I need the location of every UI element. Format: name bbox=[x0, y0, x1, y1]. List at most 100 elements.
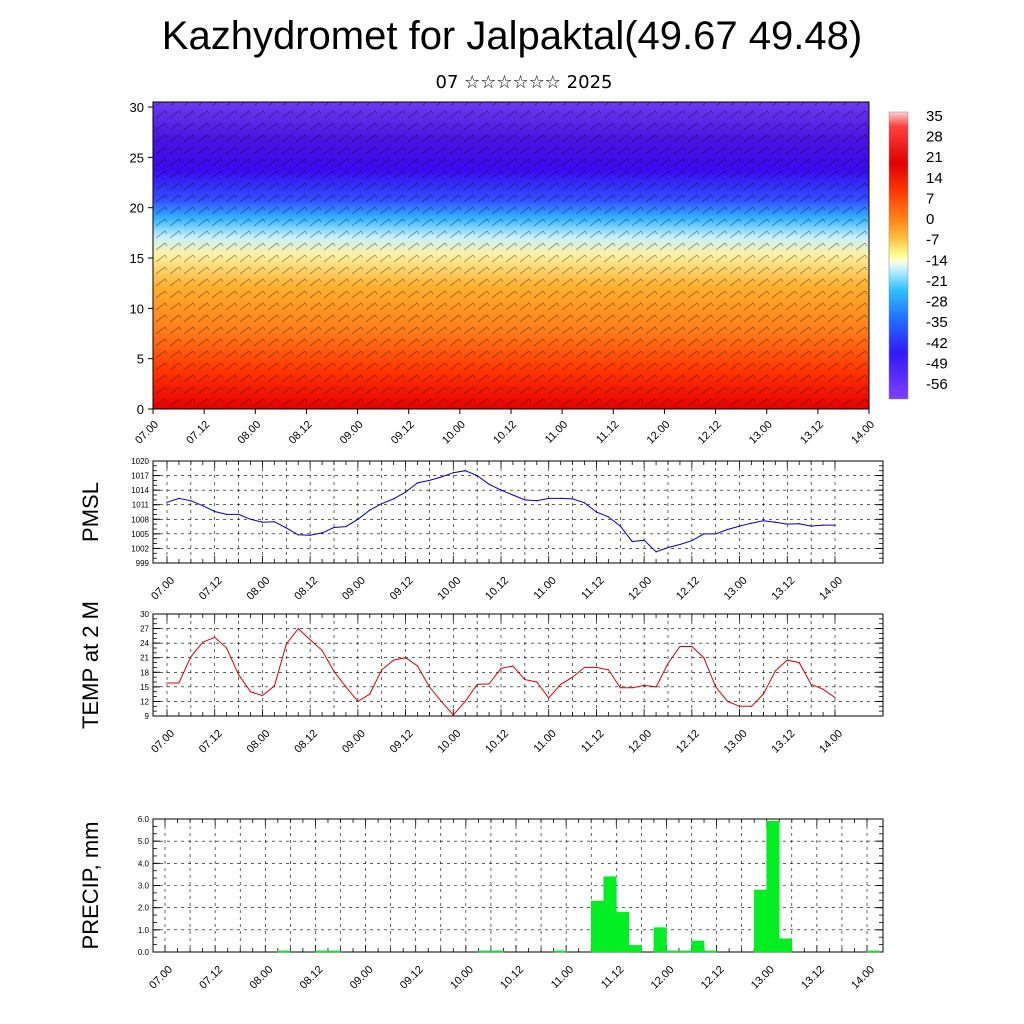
precip-bar bbox=[603, 876, 617, 953]
data-point bbox=[333, 526, 335, 529]
data-point bbox=[727, 528, 729, 531]
data-point bbox=[583, 666, 586, 669]
data-point bbox=[226, 513, 228, 516]
cross-section-y-axis: 0 5 10 15 20 25 30 bbox=[130, 100, 153, 417]
data-point bbox=[202, 505, 204, 507]
colorbar-label: -7 bbox=[926, 232, 939, 249]
x-tick-label: 14.00 bbox=[849, 964, 877, 992]
data-point bbox=[691, 645, 693, 648]
data-point bbox=[404, 491, 407, 493]
data-point bbox=[583, 502, 586, 504]
y-tick-label: 25 bbox=[130, 150, 144, 165]
x-tick-label: 09.00 bbox=[340, 575, 368, 603]
data-point bbox=[345, 686, 347, 688]
data-point bbox=[226, 647, 228, 649]
data-point bbox=[607, 669, 609, 671]
data-point bbox=[190, 500, 192, 502]
precip-bar bbox=[490, 950, 504, 953]
data-point bbox=[595, 511, 598, 513]
data-point bbox=[476, 683, 478, 686]
data-point bbox=[428, 686, 431, 688]
data-point bbox=[464, 470, 466, 472]
data-point bbox=[524, 499, 526, 501]
data-point bbox=[297, 627, 299, 630]
data-point bbox=[691, 540, 693, 542]
data-point bbox=[488, 683, 490, 685]
precip-bar bbox=[653, 927, 667, 953]
x-tick-label: 09.12 bbox=[388, 728, 416, 756]
y-tick-label: 6.0 bbox=[138, 815, 150, 824]
precip-bar bbox=[866, 950, 880, 953]
data-point bbox=[214, 510, 216, 513]
colorbar-label: -35 bbox=[926, 314, 948, 331]
y-tick-label: 10 bbox=[130, 301, 144, 316]
data-point bbox=[214, 636, 216, 638]
x-tick-label: 09.00 bbox=[338, 419, 366, 447]
colorbar-label: 14 bbox=[926, 170, 943, 187]
x-tick-label: 07.00 bbox=[149, 575, 177, 603]
data-point bbox=[548, 497, 550, 499]
data-point bbox=[393, 498, 395, 500]
data-point bbox=[715, 686, 717, 688]
data-point bbox=[571, 676, 574, 678]
x-tick-label: 12.12 bbox=[699, 964, 727, 992]
x-tick-label: 12.12 bbox=[674, 728, 702, 756]
x-tick-label: 12.00 bbox=[645, 419, 673, 447]
x-tick-label: 07.12 bbox=[184, 419, 212, 447]
data-point bbox=[476, 474, 478, 477]
x-tick-label: 13.12 bbox=[769, 575, 797, 603]
pmsl-panel: 1020 1017 1014 1011 1008 1005 1002 999 07.00 07.1… bbox=[78, 457, 884, 603]
precip-bar bbox=[277, 950, 291, 953]
data-point bbox=[822, 688, 824, 690]
colorbar-label: 21 bbox=[926, 149, 943, 166]
x-tick-label: 11.00 bbox=[531, 575, 558, 602]
data-point bbox=[822, 524, 824, 526]
data-point bbox=[369, 509, 371, 511]
data-point bbox=[595, 666, 598, 669]
x-tick-label: 14.00 bbox=[817, 575, 845, 603]
data-point bbox=[261, 521, 264, 523]
data-point bbox=[750, 522, 753, 524]
y-tick-label: 15 bbox=[140, 683, 149, 692]
precip-panel: 6.0 5.0 4.0 3.0 2.0 1.0 0.0 07.00 07.12 08.00 08.1… bbox=[78, 815, 884, 992]
data-point bbox=[440, 700, 442, 703]
y-tick-label: 24 bbox=[140, 639, 149, 648]
y-tick-label: 15 bbox=[130, 251, 144, 266]
x-tick-label: 13.00 bbox=[747, 419, 775, 447]
data-point bbox=[762, 693, 765, 695]
x-tick-label: 11.12 bbox=[599, 964, 626, 991]
x-tick-label: 07.00 bbox=[149, 728, 177, 756]
data-point bbox=[321, 532, 323, 534]
x-tick-label: 09.12 bbox=[398, 964, 426, 992]
precip-bar bbox=[678, 950, 692, 953]
x-tick-label: 07.00 bbox=[147, 964, 175, 992]
data-point bbox=[679, 543, 681, 546]
x-tick-label: 11.00 bbox=[531, 728, 558, 755]
data-point bbox=[452, 714, 454, 716]
precip-bar bbox=[616, 911, 630, 953]
x-tick-label: 07.00 bbox=[133, 419, 161, 447]
y-tick-label: 1008 bbox=[131, 515, 149, 524]
y-tick-label: 0 bbox=[137, 402, 144, 417]
x-tick-label: 13.12 bbox=[769, 728, 797, 756]
data-point bbox=[404, 657, 407, 659]
data-point bbox=[679, 645, 681, 648]
data-point bbox=[488, 483, 490, 485]
x-tick-label: 12.12 bbox=[674, 575, 702, 603]
data-point bbox=[536, 500, 538, 502]
x-tick-label: 11.12 bbox=[579, 575, 606, 602]
y-tick-label: 1020 bbox=[131, 457, 149, 466]
data-point bbox=[643, 684, 645, 687]
data-point bbox=[309, 534, 311, 536]
data-point bbox=[285, 527, 287, 529]
precip-bar bbox=[327, 950, 341, 953]
data-point bbox=[381, 503, 383, 505]
y-tick-label: 12 bbox=[140, 697, 149, 706]
data-point bbox=[607, 516, 609, 518]
data-point bbox=[798, 661, 800, 664]
data-point bbox=[750, 705, 753, 707]
data-point bbox=[738, 525, 741, 527]
x-tick-label: 08.12 bbox=[298, 964, 326, 992]
x-tick-label: 10.12 bbox=[483, 728, 511, 756]
